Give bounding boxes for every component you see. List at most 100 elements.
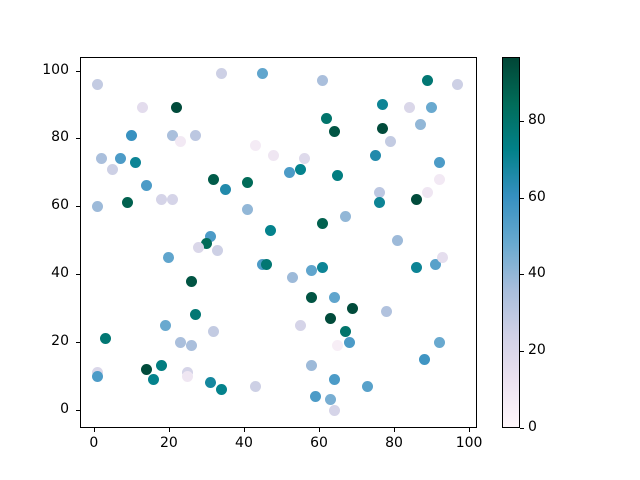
scatter-point <box>249 380 261 392</box>
scatter-point <box>264 224 276 236</box>
scatter-point <box>298 153 310 165</box>
scatter-point <box>107 163 119 175</box>
x-tick-label: 40 <box>235 435 253 451</box>
scatter-point <box>159 319 171 331</box>
colorbar-tick-mark <box>520 274 524 276</box>
scatter-point <box>309 390 321 402</box>
colorbar-tick-mark <box>520 197 524 199</box>
scatter-point <box>137 102 149 114</box>
scatter-point <box>343 336 355 348</box>
scatter-point <box>167 129 179 141</box>
scatter-point <box>294 319 306 331</box>
y-tick-label: 40 <box>51 265 69 282</box>
scatter-point <box>403 102 415 114</box>
scatter-point <box>174 136 186 148</box>
scatter-point <box>185 275 197 287</box>
scatter-point <box>182 370 194 382</box>
scatter-point <box>306 292 318 304</box>
scatter-point <box>189 129 201 141</box>
x-tick-label: 60 <box>310 435 328 451</box>
scatter-point <box>339 211 351 223</box>
scatter-point <box>215 384 227 396</box>
y-tick-label: 20 <box>51 333 69 350</box>
scatter-point <box>418 353 430 365</box>
scatter-point <box>433 156 445 168</box>
scatter-point <box>122 197 134 209</box>
y-tick-mark <box>76 410 80 411</box>
scatter-point <box>317 217 329 229</box>
scatter-point <box>429 258 441 270</box>
scatter-point <box>373 187 385 199</box>
y-tick-mark <box>76 274 80 276</box>
scatter-point <box>170 102 182 114</box>
scatter-point <box>287 272 299 284</box>
x-tick-mark <box>93 428 95 432</box>
scatter-point <box>148 373 160 385</box>
y-tick-mark <box>76 138 80 140</box>
scatter-point <box>185 340 197 352</box>
scatter-point <box>167 194 179 206</box>
scatter-point <box>306 265 318 277</box>
scatter-point <box>155 194 167 206</box>
y-tick-label: 60 <box>51 197 69 214</box>
scatter-point <box>347 302 359 314</box>
scatter-point <box>433 173 445 185</box>
scatter-point <box>260 258 272 270</box>
y-tick-mark <box>76 342 80 344</box>
x-tick-label: 100 <box>455 435 483 451</box>
scatter-point <box>92 200 104 212</box>
colorbar-tick-label: 20 <box>528 342 546 359</box>
scatter-point <box>317 75 329 87</box>
scatter-point <box>384 136 396 148</box>
y-tick-mark <box>76 70 80 72</box>
scatter-point <box>204 231 216 243</box>
scatter-point <box>328 404 340 416</box>
scatter-point <box>92 370 104 382</box>
scatter-point <box>129 156 141 168</box>
scatter-point <box>332 340 344 352</box>
x-tick-mark <box>319 428 321 432</box>
scatter-point <box>426 102 438 114</box>
x-tick-label: 0 <box>89 435 99 451</box>
scatter-point <box>114 153 126 165</box>
colorbar-tick-label: 80 <box>528 111 546 128</box>
scatter-point <box>257 68 269 80</box>
scatter-point <box>377 122 389 134</box>
scatter-point <box>140 180 152 192</box>
colorbar-tick-label: 0 <box>528 419 537 435</box>
scatter-point <box>189 309 201 321</box>
scatter-point <box>155 360 167 372</box>
colorbar-tick-mark <box>520 120 524 122</box>
y-tick-mark <box>76 206 80 208</box>
scatter-point <box>414 119 426 131</box>
scatter-point <box>140 363 152 375</box>
scatter-point <box>294 163 306 175</box>
scatter-point <box>422 187 434 199</box>
scatter-point <box>373 197 385 209</box>
scatter-point <box>163 251 175 263</box>
scatter-point <box>328 373 340 385</box>
scatter-point <box>92 78 104 90</box>
scatter-point <box>339 326 351 338</box>
scatter-point <box>411 261 423 273</box>
x-tick-mark <box>394 428 396 432</box>
scatter-point <box>204 377 216 389</box>
scatter-point <box>369 149 381 161</box>
scatter-point <box>452 78 464 90</box>
scatter-point <box>95 153 107 165</box>
scatter-point <box>242 177 254 189</box>
scatter-point <box>332 170 344 182</box>
scatter-point <box>283 166 295 178</box>
scatter-point <box>381 306 393 318</box>
scatter-point <box>411 194 423 206</box>
scatter-point <box>174 336 186 348</box>
colorbar-tick-label: 60 <box>528 188 546 205</box>
scatter-point <box>324 394 336 406</box>
scatter-point <box>219 183 231 195</box>
colorbar-tick-mark <box>520 428 524 429</box>
scatter-point <box>437 251 449 263</box>
x-tick-mark <box>243 428 245 432</box>
scatter-point <box>99 333 111 345</box>
colorbar <box>502 57 520 428</box>
